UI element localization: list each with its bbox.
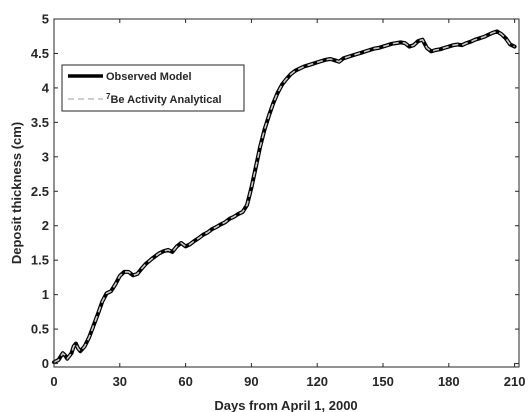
y-tick-label: 0 [42, 356, 49, 371]
x-tick-label: 120 [306, 374, 328, 389]
plot-frame [53, 18, 520, 368]
y-tick-label: 2.5 [31, 184, 49, 199]
x-axis-label: Days from April 1, 2000 [214, 398, 357, 412]
y-tick-label: 2 [42, 218, 49, 233]
y-tick-label: 4.5 [31, 46, 49, 61]
y-axis-label: Deposit thickness (cm) [9, 122, 24, 264]
y-axis-ticks: 0 0.5 1 1.5 2 2.5 3 3.5 4 4.5 5 [31, 12, 519, 371]
legend: Observed Model 7Be Activity Analytical [61, 64, 245, 112]
y-tick-label: 3.5 [31, 115, 49, 130]
plot-lines [52, 29, 517, 365]
x-tick-label: 180 [438, 374, 460, 389]
series-be-activity-analytical [53, 30, 515, 363]
legend-box [61, 64, 245, 112]
x-axis-ticks: 0 30 60 90 120 150 180 210 [50, 19, 525, 389]
y-tick-label: 5 [42, 12, 49, 27]
x-tick-label: 90 [244, 374, 258, 389]
x-tick-label: 60 [178, 374, 192, 389]
y-tick-label: 1.5 [31, 253, 49, 268]
x-tick-label: 210 [504, 374, 526, 389]
legend-label-observed: Observed Model [106, 71, 192, 83]
x-tick-label: 150 [372, 374, 394, 389]
legend-superscript: 7 [106, 92, 111, 101]
legend-analytical-name: Be Activity Analytical [110, 94, 221, 106]
y-tick-label: 3 [42, 149, 49, 164]
y-tick-label: 1 [42, 287, 49, 302]
y-tick-label: 0.5 [31, 322, 49, 337]
y-tick-label: 4 [42, 80, 50, 95]
x-tick-label: 0 [50, 374, 57, 389]
legend-label-analytical: 7Be Activity Analytical [106, 92, 222, 106]
x-tick-label: 30 [113, 374, 127, 389]
